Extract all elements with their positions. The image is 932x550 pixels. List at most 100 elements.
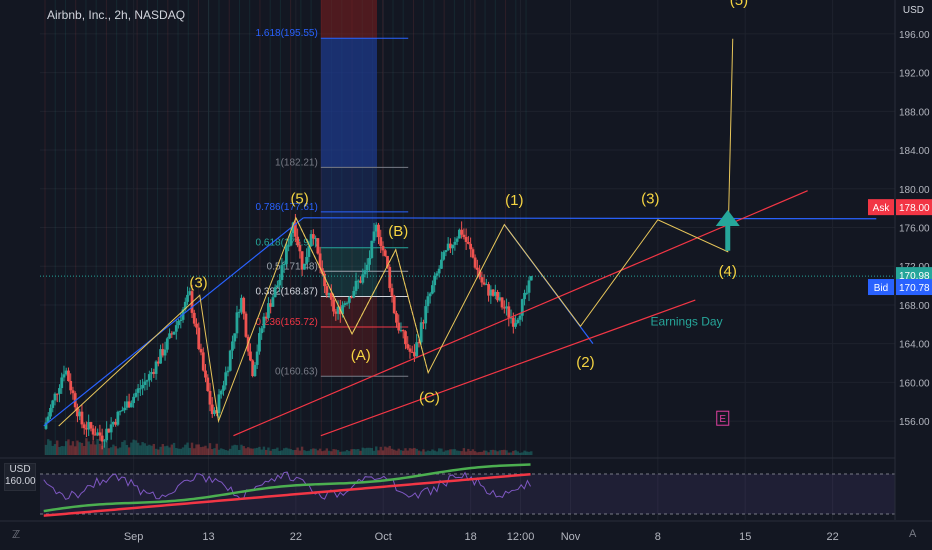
volume-bar <box>309 449 313 455</box>
fib-zone-top <box>320 0 378 39</box>
indicator-scale-badge[interactable]: USD 160.00 <box>4 463 36 491</box>
currency-button[interactable]: USD <box>903 5 924 16</box>
volume-bar <box>69 445 72 455</box>
auto-scale-button[interactable]: A <box>909 528 917 540</box>
price-tick-label: 192.00 <box>899 69 930 80</box>
candle-body <box>197 327 201 349</box>
candle-body <box>145 380 149 382</box>
volume-bar <box>220 448 223 455</box>
volume-bar <box>199 447 203 455</box>
candle-body <box>469 243 473 250</box>
candle-body <box>170 333 174 335</box>
candle-body <box>51 400 55 408</box>
candle-body <box>388 266 392 289</box>
volume-bar <box>89 444 93 455</box>
candle-body <box>300 251 304 270</box>
volume-bar <box>53 444 57 455</box>
candle-body <box>103 440 106 442</box>
volume-bar <box>523 450 526 455</box>
volume-bar <box>518 452 522 455</box>
candle-body <box>392 295 396 314</box>
volume-bar <box>264 449 268 455</box>
volume-bar <box>305 451 308 455</box>
candle-body <box>449 243 452 249</box>
fib-zone <box>320 167 378 248</box>
volume-bar <box>242 446 245 455</box>
price-tag-label: Ask <box>873 203 891 214</box>
candle-body <box>466 241 470 244</box>
candle-body <box>368 257 371 265</box>
candle-body <box>372 231 376 241</box>
volume-bar <box>404 448 407 455</box>
indicator-value: 160.00 <box>5 476 36 487</box>
candle-body <box>78 411 82 417</box>
candle-body <box>390 288 394 296</box>
volume-bar <box>440 448 443 455</box>
candle-body <box>379 237 383 246</box>
candle-body <box>318 253 322 269</box>
candle-body <box>163 349 167 356</box>
candle-body <box>473 257 477 268</box>
volume-bar <box>87 441 90 455</box>
volume-bar <box>150 445 153 455</box>
timezone-icon[interactable]: ℤ <box>12 529 21 541</box>
candle-body <box>363 270 367 275</box>
wave-label: (5) <box>290 190 308 207</box>
candle-body <box>442 252 446 260</box>
candle-body <box>150 371 153 375</box>
volume-bar <box>296 447 299 455</box>
volume-bar <box>161 444 165 455</box>
volume-bar <box>442 451 445 455</box>
volume-bar <box>238 449 241 455</box>
candle-body <box>444 250 448 253</box>
rsi-red-ma <box>43 472 531 517</box>
volume-bar <box>428 451 432 455</box>
volume-bar <box>224 449 227 455</box>
volume-bar <box>60 446 63 455</box>
volume-bar <box>202 446 205 455</box>
wave-label: (4) <box>719 263 737 280</box>
candle-body <box>347 297 351 303</box>
price-tag-bg <box>896 279 932 296</box>
volume-bar <box>96 439 99 455</box>
candle-body <box>85 428 88 430</box>
candle-body <box>69 381 73 391</box>
candle-body <box>224 372 228 386</box>
candle-body <box>509 317 513 319</box>
candle-body <box>415 342 419 357</box>
candle-body <box>282 263 286 266</box>
candle-body <box>399 330 403 332</box>
volume-bar <box>509 452 513 455</box>
candle-body <box>507 306 511 318</box>
candle-body <box>451 244 455 249</box>
candle-body <box>433 275 437 286</box>
volume-bar <box>226 450 230 455</box>
volume-bar <box>251 448 254 455</box>
correction-path <box>295 217 429 373</box>
candle-body <box>192 312 196 324</box>
volume-bar <box>58 447 61 455</box>
candle-body <box>71 390 75 394</box>
volume-bar <box>375 446 378 455</box>
drawings <box>40 38 895 437</box>
volume-bar <box>433 450 436 455</box>
volume-bar <box>186 442 189 455</box>
candle-body <box>323 273 326 287</box>
candle-body <box>289 233 293 246</box>
volume-bar <box>56 440 59 455</box>
volume-bar <box>195 444 198 455</box>
volume-bar <box>177 448 180 455</box>
candle-body <box>493 291 497 296</box>
volume-bar <box>361 447 364 455</box>
candle-body <box>154 361 158 374</box>
candle-body <box>129 403 133 408</box>
candle-body <box>60 377 64 389</box>
candle-body <box>471 249 475 258</box>
time-tick-label: 22 <box>826 531 838 543</box>
candle-body <box>249 351 252 361</box>
volume-bar <box>327 450 331 455</box>
volume-bar <box>435 451 439 455</box>
volume-bar <box>253 448 257 455</box>
volume-bar <box>417 450 421 455</box>
